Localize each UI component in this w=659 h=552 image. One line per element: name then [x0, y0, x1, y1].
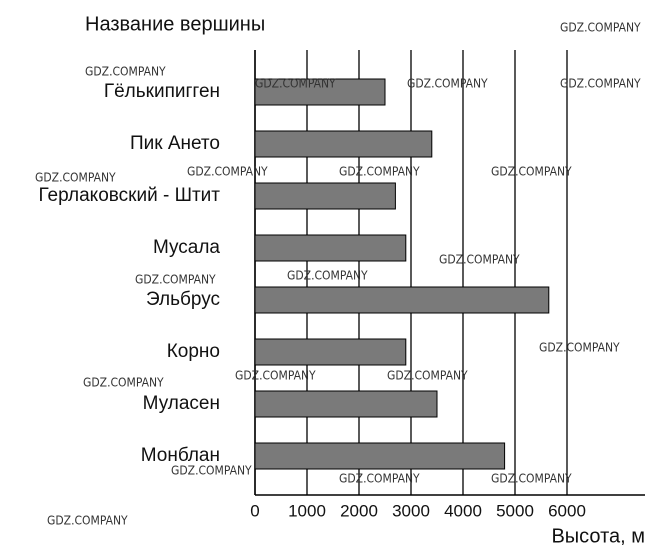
chart-title: Название вершины [85, 13, 265, 35]
x-tick-label: 6000 [548, 501, 586, 520]
watermark: GDZ.COMPANY [287, 269, 368, 283]
x-tick-label: 2000 [340, 501, 378, 520]
watermark: GDZ.COMPANY [407, 77, 488, 91]
bar [254, 78, 386, 106]
category-label: Гёлькипигген [104, 81, 220, 102]
x-tick-label: 3000 [392, 501, 430, 520]
watermark: GDZ.COMPANY [339, 165, 420, 179]
watermark: GDZ.COMPANY [491, 472, 572, 486]
category-label: Монблан [141, 445, 220, 466]
bar [254, 338, 407, 366]
watermark: GDZ.COMPANY [387, 369, 468, 383]
watermark: GDZ.COMPANY [83, 376, 164, 390]
watermark: GDZ.COMPANY [439, 253, 520, 267]
x-tick-label: 4000 [444, 501, 482, 520]
watermark: GDZ.COMPANY [35, 171, 116, 185]
watermark: GDZ.COMPANY [235, 369, 316, 383]
watermark: GDZ.COMPANY [539, 341, 620, 355]
watermark: GDZ.COMPANY [560, 21, 641, 35]
category-label: Корно [167, 341, 220, 362]
bar [254, 130, 433, 158]
x-tick-label: 5000 [496, 501, 534, 520]
bar [254, 286, 550, 314]
x-tick-label: 0 [250, 501, 259, 520]
watermark: GDZ.COMPANY [255, 77, 336, 91]
category-label: Мусала [153, 237, 220, 258]
watermark: GDZ.COMPANY [187, 165, 268, 179]
watermark: GDZ.COMPANY [85, 65, 166, 79]
watermark: GDZ.COMPANY [47, 514, 128, 528]
bar [254, 182, 396, 210]
x-tick-label: 1000 [288, 501, 326, 520]
bar [254, 390, 438, 418]
watermark: GDZ.COMPANY [339, 472, 420, 486]
category-label: Герлаковский - Штит [39, 185, 221, 206]
x-axis-label: Высота, м [551, 525, 645, 547]
category-label: Эльбрус [146, 289, 220, 310]
bar [254, 234, 407, 262]
watermark: GDZ.COMPANY [560, 77, 641, 91]
watermark: GDZ.COMPANY [491, 165, 572, 179]
watermark: GDZ.COMPANY [171, 464, 252, 478]
category-label: Пик Ането [130, 133, 220, 154]
watermark: GDZ.COMPANY [135, 273, 216, 287]
bar [254, 442, 506, 470]
category-label: Муласен [143, 393, 220, 414]
